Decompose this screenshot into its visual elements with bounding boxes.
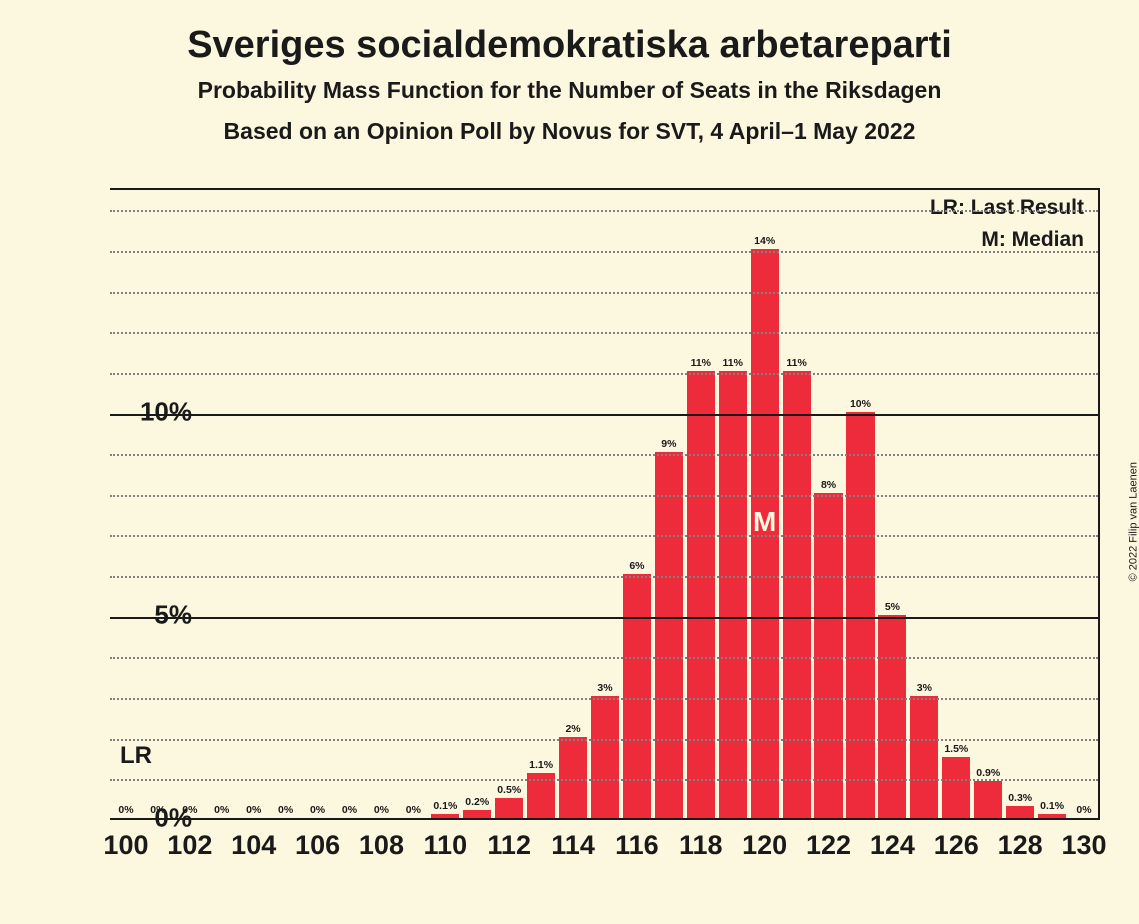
gridline-major: [110, 414, 1098, 416]
gridline-minor: [110, 779, 1098, 781]
bar: 0.5%: [495, 798, 523, 818]
bar: 5%: [878, 615, 906, 818]
x-tick-label: 130: [1062, 830, 1107, 861]
bar-value-label: 11%: [783, 357, 811, 369]
bar: 3%: [591, 696, 619, 818]
bar-value-label: 11%: [719, 357, 747, 369]
gridline-minor: [110, 332, 1098, 334]
bar-value-label: 0.5%: [495, 784, 523, 796]
bar-value-label: 0%: [399, 804, 427, 816]
bar-value-label: 5%: [878, 601, 906, 613]
bar-value-label: 8%: [814, 479, 842, 491]
bar-value-label: 0.2%: [463, 796, 491, 808]
bar-value-label: 0.1%: [431, 800, 459, 812]
y-tick-label: 10%: [102, 396, 192, 427]
x-tick-label: 118: [679, 830, 723, 861]
x-tick-label: 120: [742, 830, 787, 861]
bar-value-label: 1.5%: [942, 743, 970, 755]
bar-value-label: 3%: [591, 682, 619, 694]
x-tick-label: 106: [295, 830, 340, 861]
x-tick-label: 126: [934, 830, 979, 861]
x-tick-label: 110: [424, 830, 468, 861]
bar: 14%M: [751, 249, 779, 818]
x-axis-line: [110, 818, 1100, 820]
gridline-minor: [110, 251, 1098, 253]
y-tick-label: 5%: [102, 599, 192, 630]
copyright-text: © 2022 Filip van Laenen: [1127, 462, 1139, 581]
chart: LR: Last Result M: Median 0%0%0%0%0%0%0%…: [30, 188, 1110, 888]
bar-value-label: 1.1%: [527, 759, 555, 771]
bars-container: 0%0%0%0%0%0%0%0%0%0%0.1%0.2%0.5%1.1%2%3%…: [110, 190, 1098, 818]
bar: 0.2%: [463, 810, 491, 818]
bar-value-label: 0.9%: [974, 767, 1002, 779]
bar-value-label: 6%: [623, 560, 651, 572]
bar: 3%: [910, 696, 938, 818]
bar-value-label: 0%: [272, 804, 300, 816]
bar: 1.5%: [942, 757, 970, 818]
x-tick-label: 116: [615, 830, 659, 861]
bar: 9%: [655, 452, 683, 818]
bar-value-label: 11%: [687, 357, 715, 369]
bar-value-label: 0.3%: [1006, 792, 1034, 804]
gridline-major: [110, 617, 1098, 619]
bar: 6%: [623, 574, 651, 818]
gridline-minor: [110, 739, 1098, 741]
x-axis-labels: 1001021041061081101121141161181201221241…: [110, 830, 1100, 870]
bar-value-label: 0%: [335, 804, 363, 816]
x-tick-label: 114: [551, 830, 595, 861]
bar: 0.9%: [974, 781, 1002, 818]
bar-value-label: 0%: [367, 804, 395, 816]
bar: 11%: [783, 371, 811, 818]
subtitle-line-1: Probability Mass Function for the Number…: [0, 77, 1139, 104]
bar: 10%: [846, 412, 874, 818]
x-tick-label: 122: [806, 830, 851, 861]
gridline-minor: [110, 535, 1098, 537]
plot-area: LR: Last Result M: Median 0%0%0%0%0%0%0%…: [110, 188, 1100, 818]
median-marker: M: [751, 506, 779, 538]
bar-value-label: 2%: [559, 723, 587, 735]
gridline-minor: [110, 292, 1098, 294]
x-tick-label: 102: [167, 830, 212, 861]
y-tick-label: 0%: [102, 803, 192, 834]
bar-value-label: 0%: [240, 804, 268, 816]
gridline-minor: [110, 657, 1098, 659]
subtitle-line-2: Based on an Opinion Poll by Novus for SV…: [0, 118, 1139, 145]
bar-value-label: 14%: [751, 235, 779, 247]
x-tick-label: 100: [103, 830, 148, 861]
x-tick-label: 108: [359, 830, 404, 861]
x-tick-label: 112: [487, 830, 531, 861]
gridline-minor: [110, 454, 1098, 456]
x-tick-label: 104: [231, 830, 276, 861]
gridline-minor: [110, 576, 1098, 578]
bar: 11%: [719, 371, 747, 818]
gridline-minor: [110, 373, 1098, 375]
bar-value-label: 0%: [208, 804, 236, 816]
bar-value-label: 10%: [846, 398, 874, 410]
gridline-minor: [110, 698, 1098, 700]
bar-value-label: 0.1%: [1038, 800, 1066, 812]
title-block: Sveriges socialdemokratiska arbetarepart…: [0, 0, 1139, 145]
x-tick-label: 124: [870, 830, 915, 861]
bar-value-label: 3%: [910, 682, 938, 694]
gridline-minor: [110, 210, 1098, 212]
gridline-minor: [110, 495, 1098, 497]
bar: 11%: [687, 371, 715, 818]
bar: 2%: [559, 737, 587, 818]
bar-value-label: 0%: [1070, 804, 1098, 816]
bar-value-label: 0%: [304, 804, 332, 816]
bar-value-label: 9%: [655, 438, 683, 450]
bar: 8%: [814, 493, 842, 818]
bar: 0.3%: [1006, 806, 1034, 818]
lr-label: LR: [120, 742, 152, 770]
x-tick-label: 128: [998, 830, 1043, 861]
main-title: Sveriges socialdemokratiska arbetarepart…: [0, 24, 1139, 67]
